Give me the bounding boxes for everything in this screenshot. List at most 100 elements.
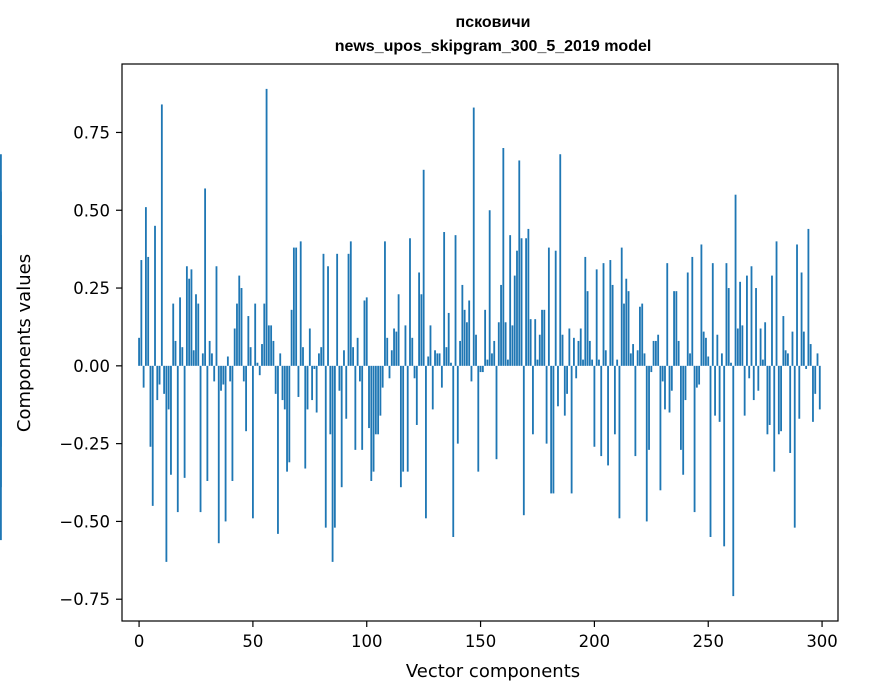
bar-104 bbox=[374, 365, 377, 435]
bar-51 bbox=[254, 303, 257, 366]
x-tick-label: 250 bbox=[692, 632, 724, 651]
bar-164 bbox=[511, 325, 514, 366]
x-axis-label: Vector components bbox=[406, 661, 580, 682]
plot-frame bbox=[121, 63, 839, 622]
bar-64 bbox=[283, 365, 286, 410]
bar-66 bbox=[288, 365, 291, 463]
bar-251 bbox=[709, 365, 712, 537]
bar-98 bbox=[361, 365, 364, 450]
bar-267 bbox=[746, 275, 748, 366]
bar-95 bbox=[354, 365, 357, 450]
bar-9 bbox=[158, 365, 161, 385]
bar-213 bbox=[623, 303, 625, 366]
bar-39 bbox=[226, 356, 229, 366]
bar-222 bbox=[643, 353, 646, 366]
bar-155 bbox=[491, 353, 493, 366]
bar-202 bbox=[598, 359, 600, 366]
bar-281 bbox=[777, 365, 780, 435]
bar-81 bbox=[322, 253, 325, 366]
bar-218 bbox=[634, 365, 637, 457]
bar-204 bbox=[602, 263, 605, 366]
bar-12 bbox=[165, 365, 168, 562]
bar-67 bbox=[290, 309, 293, 366]
bar-188 bbox=[566, 365, 568, 394]
bar-149 bbox=[477, 365, 480, 472]
bar-82 bbox=[324, 365, 327, 528]
bar-11 bbox=[163, 365, 166, 394]
bar-141 bbox=[459, 340, 461, 366]
bar-101 bbox=[368, 365, 370, 429]
bar-193 bbox=[577, 340, 580, 366]
bar-233 bbox=[668, 365, 671, 413]
bar-249 bbox=[705, 337, 707, 366]
bar-132 bbox=[438, 353, 441, 366]
bar-182 bbox=[552, 365, 555, 494]
bar-150 bbox=[479, 365, 482, 373]
bar-295 bbox=[809, 344, 812, 366]
bar-198 bbox=[588, 340, 591, 366]
bar-287 bbox=[791, 331, 794, 366]
bar-139 bbox=[454, 235, 457, 366]
bar-30 bbox=[206, 365, 209, 481]
bar-236 bbox=[675, 291, 678, 366]
bar-43 bbox=[236, 303, 238, 366]
bar-225 bbox=[650, 365, 653, 373]
bar-78 bbox=[315, 365, 318, 413]
bar-298 bbox=[816, 353, 819, 366]
bar-205 bbox=[604, 350, 607, 366]
bar-185 bbox=[559, 154, 562, 366]
bar-77 bbox=[313, 365, 316, 369]
bar-124 bbox=[420, 294, 423, 366]
bar-38 bbox=[224, 365, 227, 522]
bar-18 bbox=[179, 297, 181, 366]
bar-284 bbox=[784, 350, 787, 366]
bar-162 bbox=[506, 359, 509, 366]
bar-32 bbox=[211, 353, 213, 366]
y-tick-label: −0.50 bbox=[59, 512, 110, 531]
bar-153 bbox=[486, 359, 489, 366]
bar-247 bbox=[700, 244, 703, 366]
bar-201 bbox=[595, 269, 598, 366]
bar-274 bbox=[761, 359, 764, 366]
bar-27 bbox=[199, 365, 202, 513]
bar-14 bbox=[170, 365, 172, 475]
bar-87 bbox=[336, 253, 339, 366]
bar-246 bbox=[698, 365, 701, 385]
bar-244 bbox=[693, 365, 696, 513]
bar-140 bbox=[456, 365, 459, 444]
bar-138 bbox=[452, 365, 455, 537]
x-tick-label: 100 bbox=[351, 632, 383, 651]
bar-215 bbox=[627, 291, 630, 366]
bar-65 bbox=[286, 365, 288, 472]
bar-241 bbox=[686, 272, 689, 366]
bar-97 bbox=[359, 365, 361, 382]
bar-177 bbox=[541, 309, 543, 366]
bar-285 bbox=[787, 353, 789, 366]
bar-130 bbox=[434, 350, 436, 366]
bar-25 bbox=[195, 294, 197, 366]
bar-259 bbox=[727, 288, 730, 366]
bar-170 bbox=[525, 238, 528, 366]
bar-69 bbox=[295, 247, 298, 366]
bar-45 bbox=[240, 288, 243, 366]
bar-135 bbox=[445, 347, 448, 366]
bar-131 bbox=[436, 353, 439, 366]
bar-105 bbox=[377, 365, 380, 435]
bar-268 bbox=[748, 365, 751, 379]
bar-71 bbox=[299, 241, 302, 366]
y-tick-label: −0.25 bbox=[59, 435, 110, 454]
bar-68 bbox=[292, 247, 295, 366]
bar-211 bbox=[618, 365, 621, 519]
bar-172 bbox=[529, 319, 532, 366]
bar-57 bbox=[267, 325, 270, 366]
bar-48 bbox=[247, 316, 250, 366]
bar-151 bbox=[481, 365, 484, 373]
bar-271 bbox=[755, 288, 757, 366]
bar-103 bbox=[372, 365, 375, 472]
bar-86 bbox=[333, 365, 336, 528]
x-tick-label: 50 bbox=[242, 632, 263, 651]
bar-194 bbox=[579, 328, 582, 366]
bar-7 bbox=[154, 225, 156, 366]
bar-220 bbox=[639, 306, 641, 366]
bar-36 bbox=[220, 365, 222, 391]
